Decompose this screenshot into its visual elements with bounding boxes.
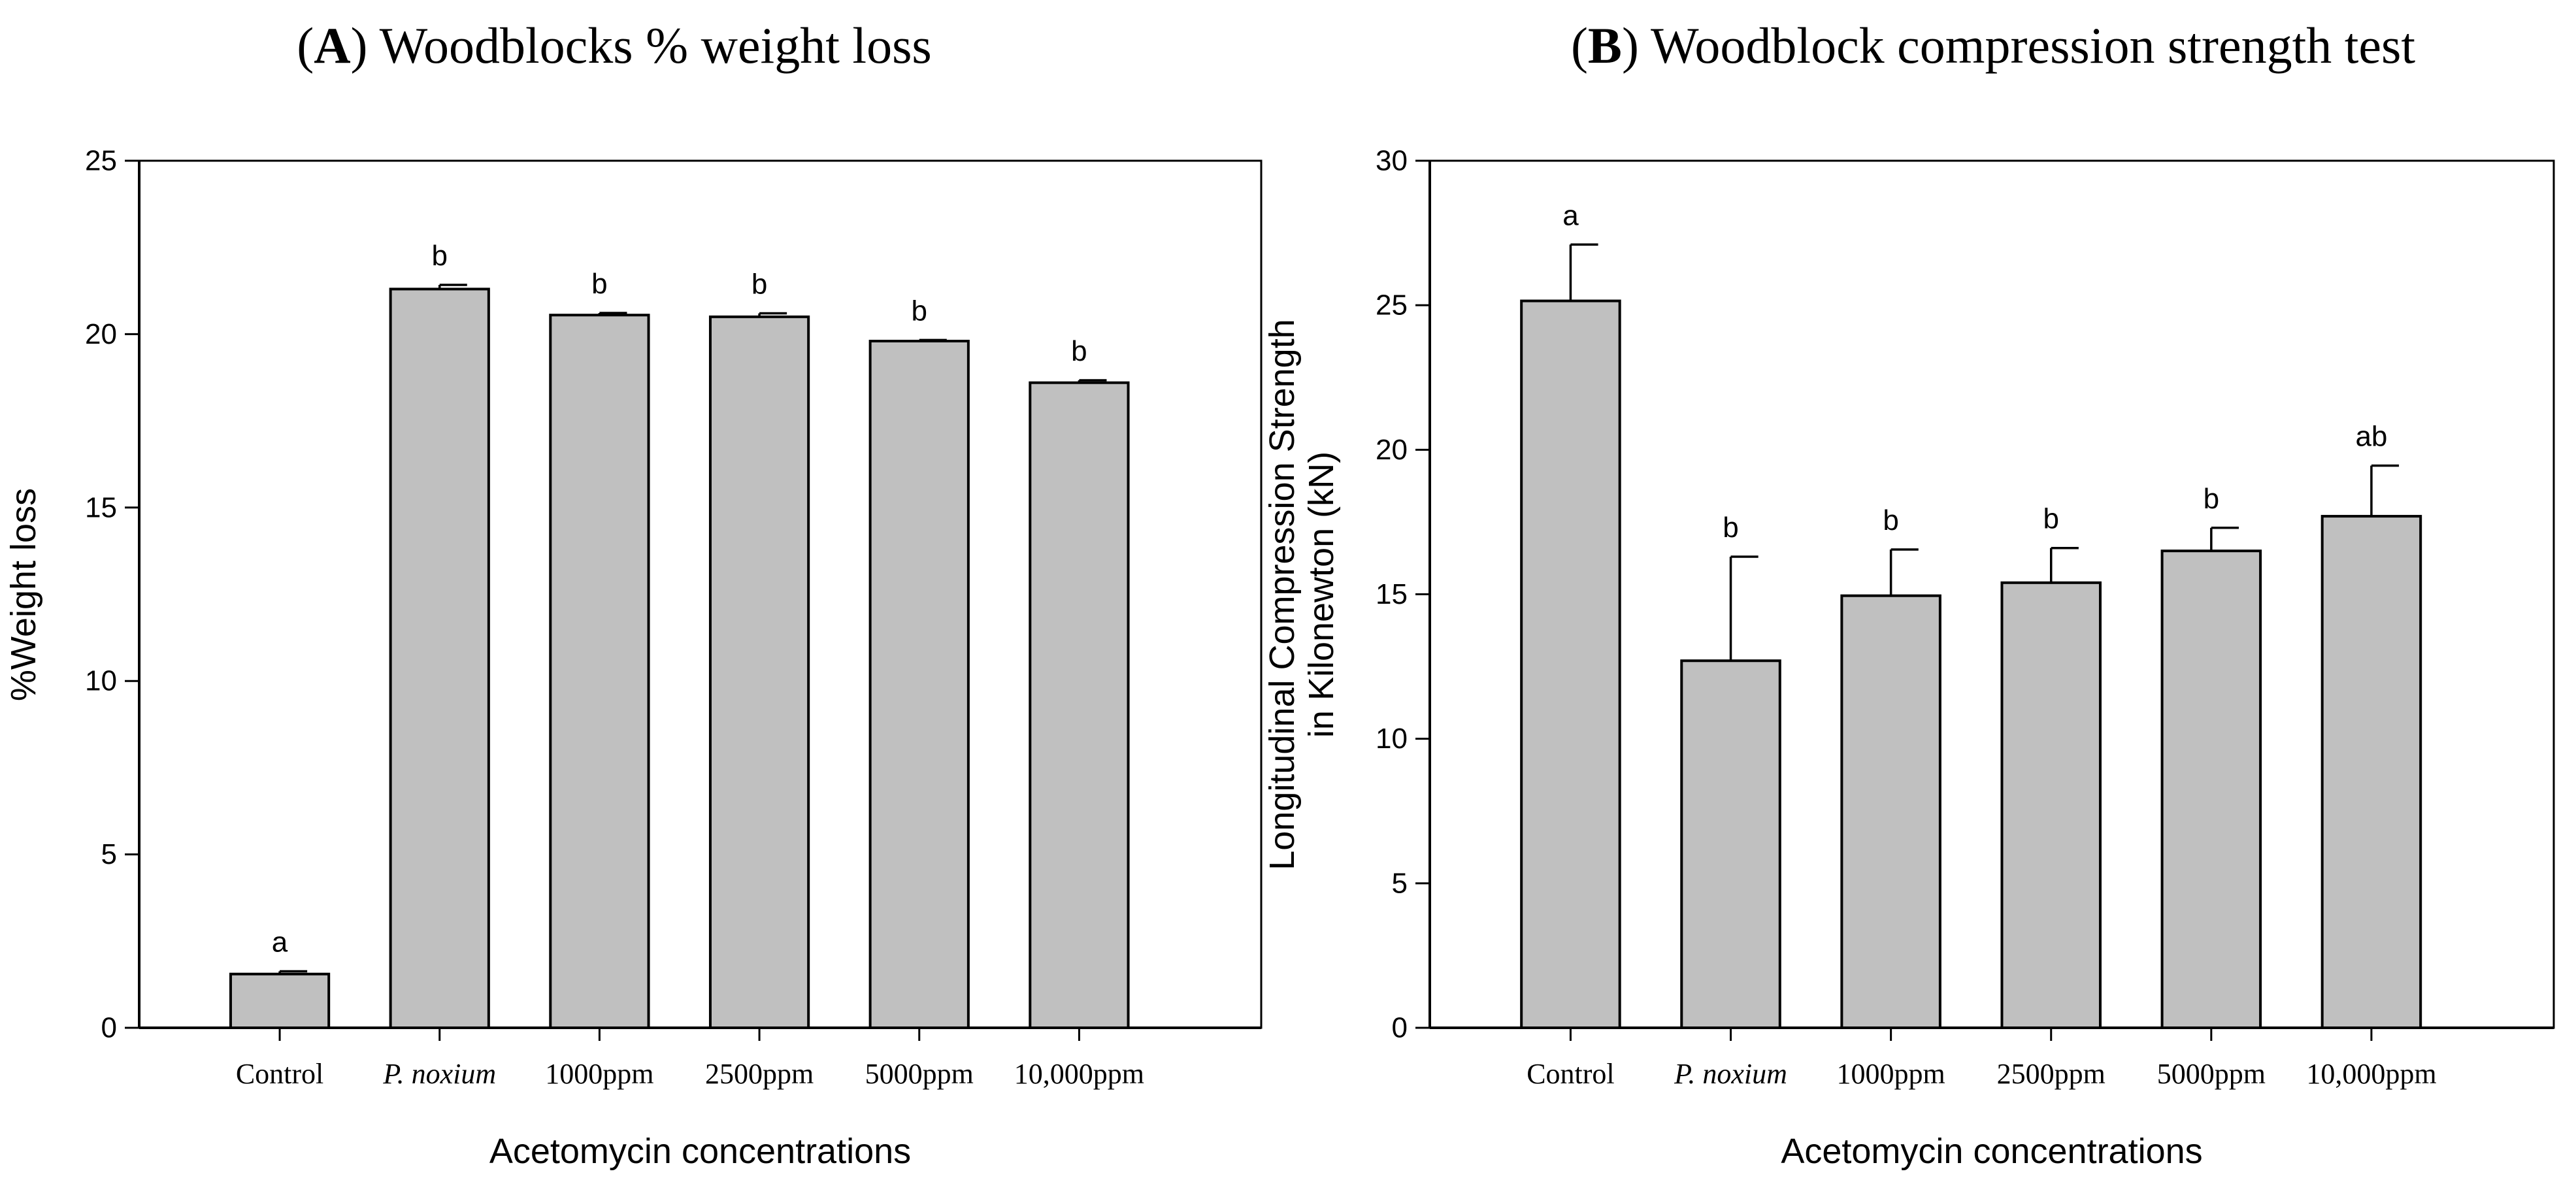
bar bbox=[389, 287, 490, 1029]
x-tick-label: 2500ppm bbox=[705, 1058, 814, 1090]
significance-label: ab bbox=[2355, 421, 2387, 453]
y-tick-label: 5 bbox=[1392, 867, 1408, 899]
panel-title: (A) Woodblocks % weight loss bbox=[297, 17, 932, 74]
x-axis-label: Acetomycin concentrations bbox=[489, 1132, 911, 1171]
x-tick-label: 5000ppm bbox=[2157, 1058, 2266, 1090]
y-tick-label: 15 bbox=[1376, 578, 1408, 610]
bar bbox=[708, 315, 810, 1029]
y-tick-label: 15 bbox=[85, 491, 117, 523]
y-tick-label: 30 bbox=[1376, 145, 1408, 177]
y-tick-label: 0 bbox=[1392, 1012, 1408, 1044]
bar bbox=[549, 314, 650, 1029]
x-tick-label: 2500ppm bbox=[1997, 1058, 2105, 1090]
x-tick-label: 1000ppm bbox=[1837, 1058, 1945, 1090]
panel-title: (B) Woodblock compression strength test bbox=[1571, 17, 2415, 74]
y-tick-label: 5 bbox=[101, 838, 117, 870]
chart-panel-a: (A) Woodblocks % weight loss 0 5 10 15 20 25 a C… bbox=[4, 17, 1263, 1171]
bar bbox=[2000, 581, 2102, 1029]
y-tick-label: 25 bbox=[1376, 289, 1408, 321]
y-tick-label: 0 bbox=[101, 1012, 117, 1044]
bar bbox=[1520, 299, 1621, 1030]
x-tick-label: P. noxium bbox=[382, 1058, 496, 1090]
significance-label: a bbox=[272, 926, 288, 958]
x-tick-label: 10,000ppm bbox=[2306, 1058, 2436, 1090]
x-tick-label: Control bbox=[1527, 1058, 1614, 1090]
y-tick-label: 10 bbox=[85, 665, 117, 697]
y-axis-label: Longitudinal Compression Strengthin Kilo… bbox=[1263, 319, 1341, 870]
x-tick-label: 5000ppm bbox=[865, 1058, 974, 1090]
bar bbox=[1840, 594, 1941, 1029]
y-tick-label: 10 bbox=[1376, 723, 1408, 755]
panel-letter: B bbox=[1588, 17, 1622, 74]
bar bbox=[1029, 381, 1130, 1029]
bar bbox=[868, 340, 970, 1029]
chart-panel-b: (B) Woodblock compression strength test 0… bbox=[1263, 17, 2555, 1171]
y-axis-label-line: Longitudinal Compression Strength bbox=[1263, 319, 1302, 870]
y-tick-label: 25 bbox=[85, 145, 117, 177]
bar bbox=[1680, 659, 1781, 1029]
bar bbox=[229, 972, 331, 1029]
significance-label: b bbox=[1883, 504, 1898, 536]
bar bbox=[2320, 515, 2422, 1029]
x-tick-label: 10,000ppm bbox=[1014, 1058, 1144, 1090]
y-axis-label-line: %Weight loss bbox=[4, 488, 43, 701]
significance-label: b bbox=[1723, 512, 1738, 544]
panel-letter: A bbox=[314, 17, 350, 74]
significance-label: b bbox=[1071, 335, 1087, 367]
significance-label: b bbox=[431, 240, 447, 272]
bar bbox=[2160, 550, 2262, 1029]
significance-label: b bbox=[2043, 503, 2058, 535]
y-tick-label: 20 bbox=[1376, 434, 1408, 466]
significance-label: b bbox=[2204, 483, 2219, 515]
significance-label: b bbox=[912, 295, 927, 327]
x-tick-label: Control bbox=[236, 1058, 323, 1090]
significance-label: a bbox=[1562, 199, 1579, 231]
y-tick-label: 20 bbox=[85, 318, 117, 350]
significance-label: b bbox=[751, 269, 767, 301]
x-tick-label: 1000ppm bbox=[545, 1058, 653, 1090]
significance-label: b bbox=[591, 268, 607, 300]
x-axis-label: Acetomycin concentrations bbox=[1781, 1132, 2202, 1171]
y-axis-label: %Weight loss bbox=[4, 488, 43, 701]
x-tick-label: P. noxium bbox=[1674, 1058, 1787, 1090]
y-axis-label-line: in Kilonewton (kN) bbox=[1302, 451, 1341, 738]
